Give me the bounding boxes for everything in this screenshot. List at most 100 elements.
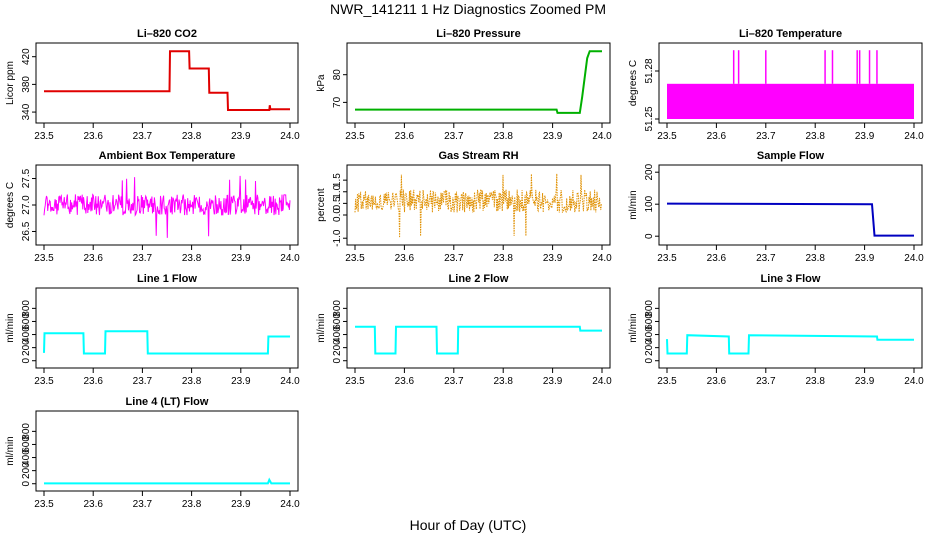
page-title: NWR_141211 1 Hz Diagnostics Zoomed PM <box>330 1 606 17</box>
x-tick-label: 23.9 <box>543 253 563 264</box>
x-tick-label: 23.6 <box>707 131 727 142</box>
x-tick-label: 23.7 <box>133 376 153 387</box>
y-tick-label: 27.5 <box>21 168 32 188</box>
series-marks <box>43 330 290 355</box>
y-tick-label: 200 <box>644 339 655 356</box>
panel-1: Li–820 CO2 23.5 23.6 23.7 23.8 23.9 24.0 340 380… <box>5 28 300 142</box>
series-marks <box>355 50 602 114</box>
y-tick-label: 0 <box>332 358 343 364</box>
panel-title: Li–820 CO2 <box>137 28 197 40</box>
panel-title: Ambient Box Temperature <box>99 150 236 162</box>
y-axis-label: ml/min <box>628 313 639 342</box>
y-tick-label: 0 <box>644 233 655 239</box>
x-tick-label: 23.9 <box>543 131 563 142</box>
x-tick-label: 23.6 <box>707 253 727 264</box>
y-tick-label: 800 <box>332 300 343 317</box>
series-marks <box>667 50 914 119</box>
x-tick-label: 23.8 <box>493 376 513 387</box>
x-tick-label: 23.7 <box>444 253 464 264</box>
x-tick-label: 24.0 <box>592 253 612 264</box>
x-tick-label: 23.6 <box>395 131 415 142</box>
x-tick-label: 23.5 <box>657 376 677 387</box>
series-marks <box>43 175 291 238</box>
plot-frame <box>346 287 611 369</box>
y-tick-label: 800 <box>21 300 32 317</box>
panel-2: Li–820 Pressure 23.5 23.6 23.7 23.8 23.9 24.0 7… <box>316 28 612 142</box>
y-tick-label: 600 <box>21 313 32 330</box>
y-tick-label: 0.5 <box>332 196 343 210</box>
y-tick-label: 0 <box>21 358 32 364</box>
x-tick-label: 23.6 <box>395 376 415 387</box>
plot-frame <box>346 42 611 124</box>
x-tick-label: 24.0 <box>592 131 612 142</box>
x-tick-label: 23.5 <box>657 131 677 142</box>
y-axis-label: degrees C <box>5 182 16 228</box>
series-line <box>666 202 914 237</box>
x-tick-label: 23.8 <box>182 376 202 387</box>
x-tick-label: 23.5 <box>345 131 365 142</box>
panel-title: Line 1 Flow <box>137 273 197 285</box>
x-tick-label: 23.7 <box>133 131 153 142</box>
panel-title: Li–820 Temperature <box>739 28 842 40</box>
panel-title: Li–820 Pressure <box>436 28 520 40</box>
y-axis-label: ml/min <box>5 436 16 465</box>
y-tick-label: 800 <box>21 423 32 440</box>
x-tick-label: 23.9 <box>231 499 251 510</box>
panel-4: Ambient Box Temperature 23.5 23.6 23.7 23.8 2… <box>5 150 300 264</box>
y-axis-label: kPa <box>316 74 327 92</box>
y-tick-label: 200 <box>21 339 32 356</box>
x-tick-label: 23.5 <box>34 253 54 264</box>
x-tick-label: 23.5 <box>34 499 54 510</box>
plot-frame <box>35 287 299 369</box>
x-tick-label: 23.7 <box>756 131 776 142</box>
value-band <box>667 83 914 119</box>
plot-frame <box>35 410 299 492</box>
x-tick-label: 23.8 <box>805 253 825 264</box>
y-tick-label: 1.0 <box>332 184 343 198</box>
plot-frame <box>658 164 923 246</box>
x-tick-label: 23.9 <box>855 131 875 142</box>
series-line <box>355 50 602 114</box>
y-tick-label: 27.0 <box>21 195 32 215</box>
y-axis-label: ml/min <box>316 313 327 342</box>
plot-frame <box>35 42 299 124</box>
y-tick-label: -1.0 <box>332 229 343 247</box>
y-tick-label: 400 <box>332 326 343 343</box>
x-tick-label: 23.6 <box>83 131 103 142</box>
x-axis-caption: Hour of Day (UTC) <box>409 517 527 533</box>
x-tick-label: 23.9 <box>231 253 251 264</box>
series-line <box>43 330 290 355</box>
series-line <box>354 173 603 238</box>
x-tick-label: 24.0 <box>280 376 300 387</box>
panel-10: Line 4 (LT) Flow 23.5 23.6 23.7 23.8 23.9 24.0… <box>5 396 300 510</box>
series-marks <box>666 334 914 355</box>
y-tick-label: 400 <box>21 326 32 343</box>
x-tick-label: 24.0 <box>280 131 300 142</box>
y-tick-label: 0 <box>644 358 655 364</box>
x-tick-label: 23.6 <box>83 499 103 510</box>
x-tick-label: 23.7 <box>444 131 464 142</box>
series-line <box>666 334 914 355</box>
x-tick-label: 23.7 <box>444 376 464 387</box>
y-tick-label: 51.28 <box>644 58 655 83</box>
x-tick-label: 23.8 <box>493 131 513 142</box>
panel-8: Line 2 Flow 23.5 23.6 23.7 23.8 23.9 24.0 0 2004… <box>316 273 612 387</box>
plot-frame <box>346 164 611 246</box>
series-marks <box>44 50 290 111</box>
y-tick-label: 380 <box>21 76 32 93</box>
y-tick-label: 26.5 <box>21 221 32 241</box>
plot-frame <box>658 287 923 369</box>
x-tick-label: 23.7 <box>756 376 776 387</box>
x-tick-label: 24.0 <box>280 253 300 264</box>
x-tick-label: 23.6 <box>83 253 103 264</box>
panel-9: Line 3 Flow 23.5 23.6 23.7 23.8 23.9 24.0 0 2004… <box>628 273 924 387</box>
x-tick-label: 23.8 <box>182 131 202 142</box>
y-tick-label: 0 <box>21 481 32 487</box>
series-marks <box>355 325 602 355</box>
y-axis-label: Licor ppm <box>5 61 16 105</box>
series-marks <box>666 202 914 237</box>
series-marks <box>44 477 290 485</box>
x-tick-label: 23.9 <box>231 131 251 142</box>
y-axis-label: ml/min <box>628 190 639 219</box>
panel-title: Sample Flow <box>757 150 825 162</box>
